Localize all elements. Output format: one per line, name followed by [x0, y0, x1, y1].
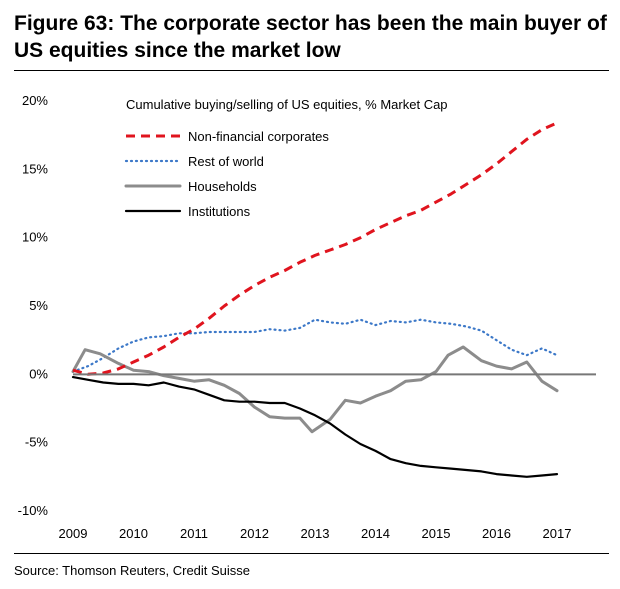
- bottom-rule: [14, 553, 609, 554]
- x-tick-label: 2017: [543, 526, 572, 541]
- x-tick-label: 2009: [59, 526, 88, 541]
- series-line-rest-of-world: [71, 318, 559, 373]
- x-tick-label: 2010: [119, 526, 148, 541]
- y-tick-label: 20%: [22, 93, 48, 108]
- x-tick-label: 2012: [240, 526, 269, 541]
- source-note: Source: Thomson Reuters, Credit Suisse: [14, 563, 251, 578]
- y-tick-label: 15%: [22, 161, 48, 176]
- legend-label: Households: [188, 179, 257, 194]
- legend-label: Rest of world: [188, 154, 264, 169]
- series-line-non-financial-corporates: [72, 121, 558, 376]
- y-tick-label: -5%: [25, 435, 49, 450]
- y-tick-label: 5%: [29, 298, 48, 313]
- x-axis-ticks: 2009 2010 2011 2012 2013 2014 2015 2016 2017: [59, 526, 572, 541]
- plot-lines: [71, 121, 559, 478]
- legend-label: Non-financial corporates: [188, 129, 329, 144]
- y-tick-label: 10%: [22, 230, 48, 245]
- x-tick-label: 2014: [361, 526, 390, 541]
- legend-label: Institutions: [188, 204, 251, 219]
- series-line-institutions: [71, 376, 559, 478]
- x-tick-label: 2013: [301, 526, 330, 541]
- figure-title: Figure 63: The corporate sector has been…: [14, 12, 607, 62]
- x-tick-label: 2015: [422, 526, 451, 541]
- y-tick-label: 0%: [29, 366, 48, 381]
- chart-subtitle: Cumulative buying/selling of US equities…: [126, 97, 448, 112]
- title-rule: [14, 70, 609, 71]
- y-tick-label: -10%: [18, 503, 49, 518]
- legend: Non-financial corporates Rest of world Hou…: [124, 129, 329, 219]
- x-tick-label: 2011: [180, 526, 208, 541]
- series-line-households: [71, 345, 559, 434]
- y-axis-ticks: 20% 15% 10% 5% 0% -5% -10%: [18, 93, 49, 518]
- x-tick-label: 2016: [482, 526, 511, 541]
